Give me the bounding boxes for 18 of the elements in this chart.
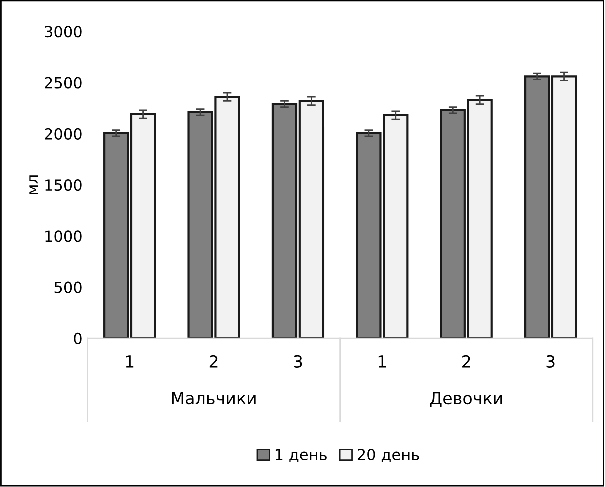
y-axis-title: мл xyxy=(30,176,38,194)
legend-label: 20 день xyxy=(358,448,420,462)
y-tick-label: 1500 xyxy=(46,180,82,192)
y-tick-label: 500 xyxy=(54,282,82,294)
text: Девочки xyxy=(430,392,502,408)
legend-label: 1 день xyxy=(276,449,327,462)
y-tick-label: 2000 xyxy=(45,128,82,140)
x-tick-label: 3 xyxy=(294,355,302,368)
x-tick-label: 1 xyxy=(126,356,134,368)
text: Мальчики xyxy=(172,392,256,405)
y-tick-label: 2500 xyxy=(45,77,82,89)
y-tick-label: 1000 xyxy=(46,230,82,242)
y-tick-label: 0 xyxy=(74,332,82,344)
x-tick-label: 3 xyxy=(546,355,555,368)
x-tick-label: 2 xyxy=(210,355,218,368)
x-tick-label: 2 xyxy=(462,355,470,368)
x-tick-label: 1 xyxy=(378,356,386,368)
y-tick-label: 3000 xyxy=(45,26,82,38)
